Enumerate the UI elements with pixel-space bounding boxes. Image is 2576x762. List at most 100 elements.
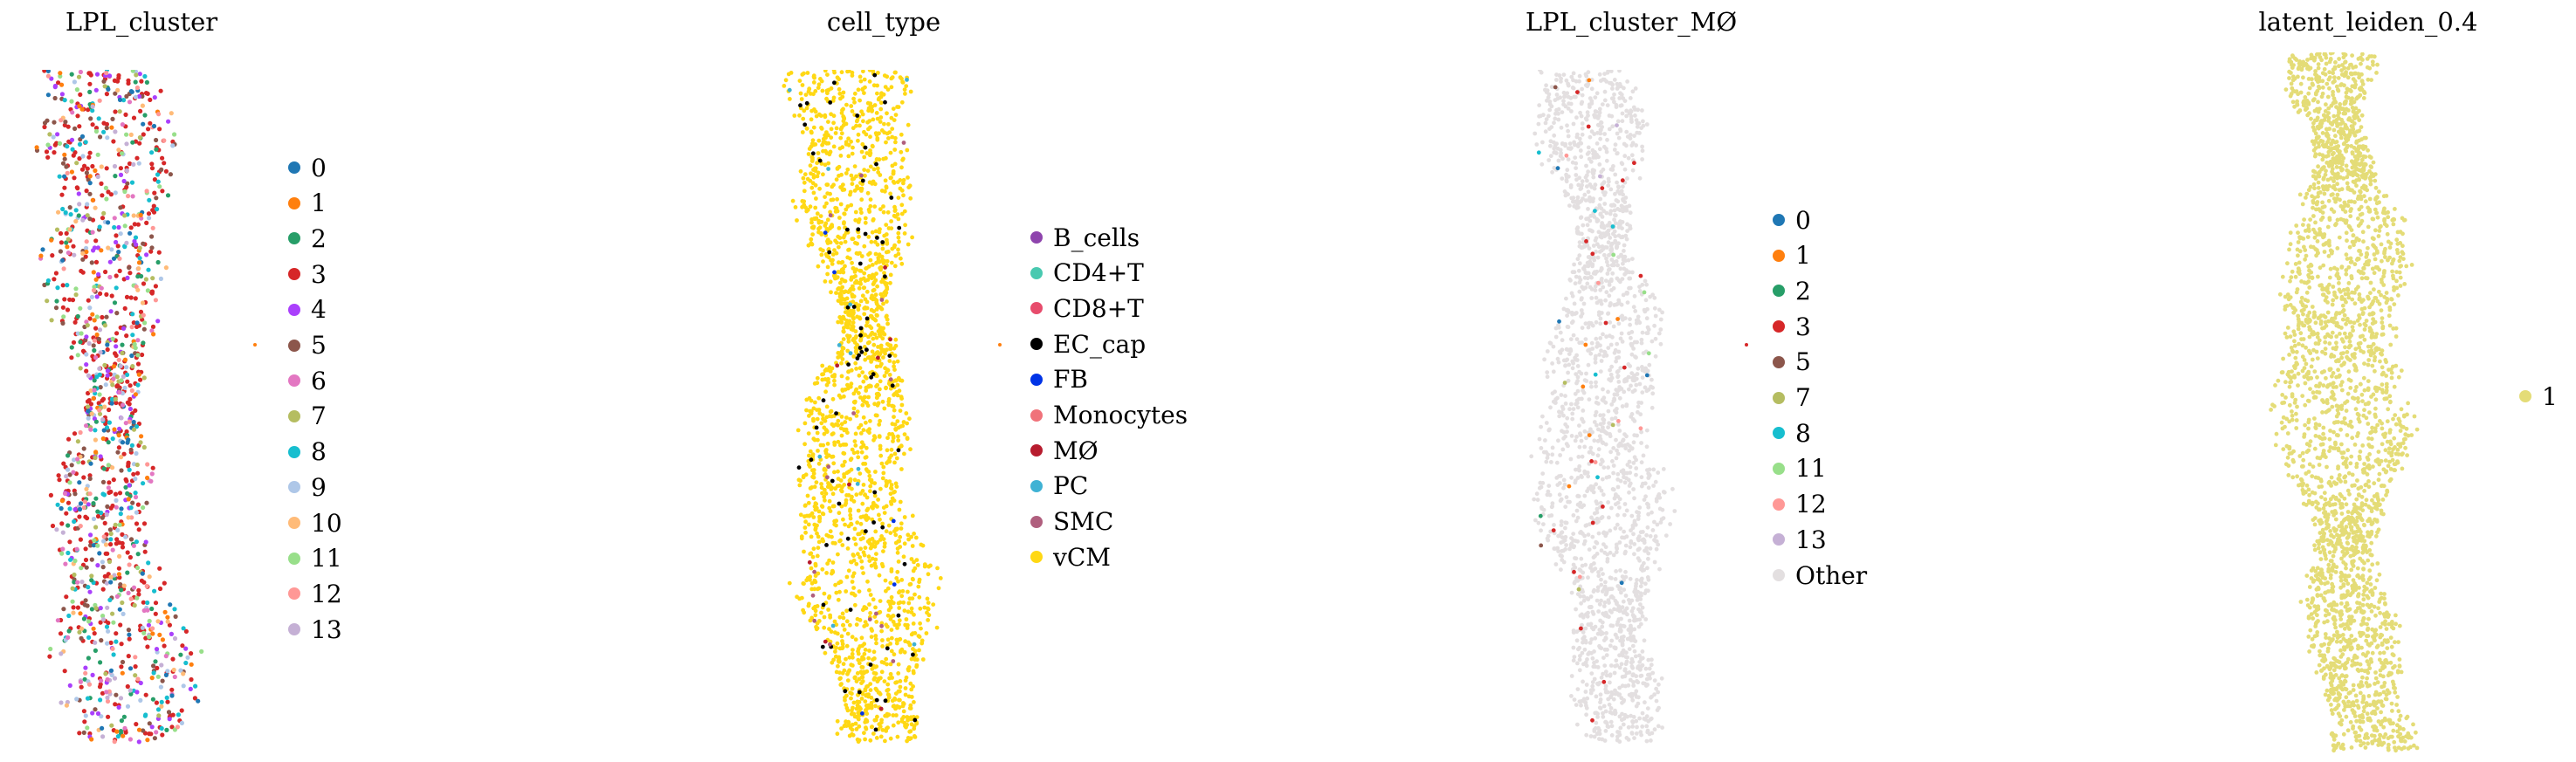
data-point (1589, 515, 1594, 520)
data-point (938, 576, 943, 580)
data-point (895, 734, 900, 739)
data-point (844, 705, 850, 711)
data-point (820, 413, 825, 417)
data-point (864, 420, 868, 425)
data-point (83, 140, 88, 145)
data-point (826, 464, 831, 470)
data-point (87, 316, 93, 321)
data-point (68, 212, 73, 217)
data-point (117, 522, 122, 527)
data-point (52, 120, 57, 125)
data-point (849, 278, 854, 282)
data-point (809, 185, 815, 190)
data-point (893, 532, 899, 538)
data-point (874, 364, 879, 369)
data-point (1603, 298, 1608, 303)
data-point (845, 319, 851, 325)
data-point (1595, 516, 1600, 521)
data-point (869, 333, 873, 337)
data-point (801, 474, 806, 478)
data-point (138, 108, 143, 113)
data-point (1655, 522, 1660, 527)
data-point (87, 589, 93, 594)
data-point (127, 396, 133, 402)
data-point (916, 584, 921, 589)
data-point (1615, 151, 1620, 155)
data-point (1630, 643, 1636, 649)
data-point (911, 684, 915, 689)
data-point (146, 267, 151, 272)
data-point (841, 122, 846, 127)
data-point (858, 537, 864, 542)
data-point (123, 112, 128, 117)
data-point (878, 106, 884, 112)
data-point (124, 333, 129, 339)
data-point (837, 589, 842, 594)
data-point (1670, 486, 1675, 491)
data-point (95, 543, 100, 548)
data-point (1592, 587, 1596, 593)
data-point (815, 430, 820, 436)
data-point (888, 280, 892, 285)
data-point (118, 696, 124, 701)
data-point (809, 566, 814, 571)
data-point (1571, 407, 1576, 411)
data-point (851, 406, 857, 411)
data-point (854, 492, 859, 498)
data-point (1579, 297, 1584, 302)
data-point (840, 285, 844, 290)
data-point (98, 291, 103, 296)
data-point (1623, 662, 1629, 667)
data-point (1637, 716, 1642, 721)
data-point (858, 521, 864, 526)
data-point (1603, 278, 1608, 283)
data-point (917, 594, 922, 600)
data-point (898, 684, 903, 690)
data-point (825, 442, 830, 446)
data-point (1622, 587, 1627, 592)
data-point (832, 80, 837, 86)
data-point (892, 460, 897, 465)
data-point (1616, 184, 1621, 189)
data-point (1599, 206, 1604, 211)
data-point (896, 720, 901, 725)
data-point (142, 113, 148, 118)
data-point (901, 702, 906, 706)
data-point (852, 526, 858, 532)
data-point (104, 690, 109, 695)
data-point (874, 552, 878, 556)
data-point (1650, 528, 1656, 532)
data-point (830, 374, 835, 379)
data-point (76, 74, 82, 79)
data-point (837, 343, 842, 347)
data-point (93, 259, 100, 264)
legend-swatch (288, 409, 300, 422)
data-point (884, 622, 889, 628)
data-point (165, 614, 170, 620)
data-point (78, 429, 83, 436)
data-point (889, 483, 894, 487)
data-point (111, 620, 116, 625)
data-point (1640, 614, 1645, 619)
data-point (820, 566, 825, 572)
data-point (1639, 337, 1644, 342)
data-point (839, 374, 844, 379)
data-point (817, 514, 822, 519)
data-point (817, 158, 823, 163)
data-point (1598, 136, 1602, 141)
data-point (89, 411, 94, 416)
data-point (133, 491, 138, 496)
data-point (867, 273, 871, 278)
legend-item: 1 (288, 186, 327, 221)
data-point (823, 221, 829, 226)
data-point (102, 573, 107, 579)
data-point (828, 529, 833, 534)
data-point (837, 354, 843, 359)
data-point (852, 537, 858, 541)
data-point (145, 644, 150, 649)
data-point (867, 617, 872, 621)
data-point (809, 485, 815, 490)
data-point (890, 127, 895, 131)
data-point (899, 378, 905, 383)
data-point (1601, 611, 1605, 616)
